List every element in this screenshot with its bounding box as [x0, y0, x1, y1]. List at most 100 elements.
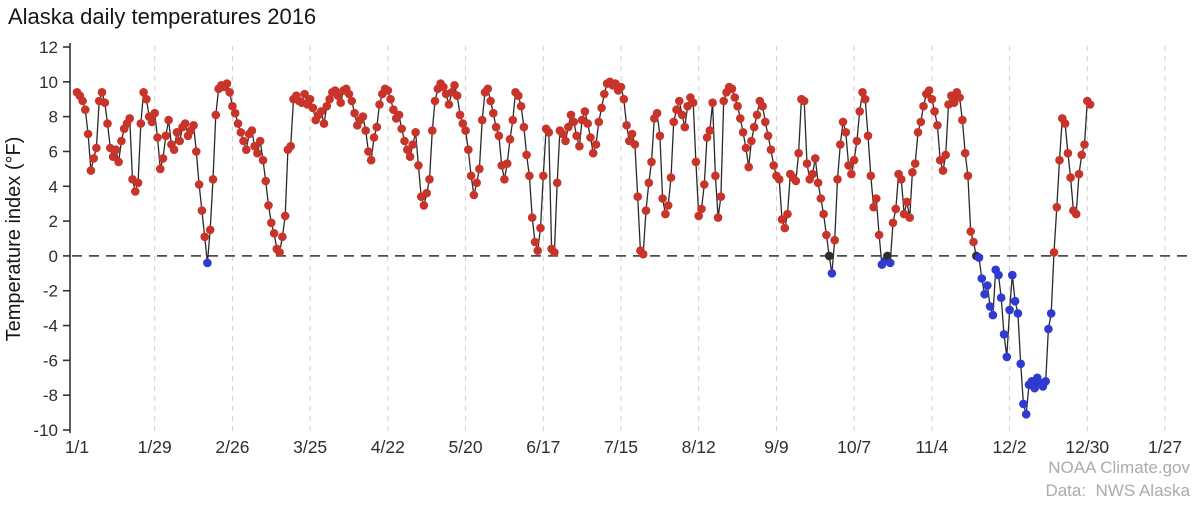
data-point [630, 140, 640, 149]
data-point [1021, 410, 1031, 419]
data-point [996, 293, 1006, 303]
y-tick-label: -2 [43, 282, 58, 301]
data-point [958, 115, 967, 125]
data-point [566, 110, 576, 120]
data-point [117, 136, 126, 146]
data-point [333, 91, 343, 100]
chart-title: Alaska daily temperatures 2016 [8, 4, 316, 29]
data-point [222, 79, 232, 88]
data-point [730, 93, 740, 102]
data-point [153, 133, 162, 142]
y-tick-label: -6 [43, 351, 58, 370]
data-point [677, 110, 687, 120]
data-point [544, 128, 554, 137]
data-point [428, 126, 437, 135]
data-point [736, 114, 745, 123]
data-point [841, 128, 851, 137]
data-point [591, 140, 601, 149]
y-axis: 12 10 8 6 4 2 0 -2 -4 -6 -8 -10 [33, 38, 71, 440]
data-point [977, 274, 987, 283]
data-point [694, 211, 703, 221]
x-tick-label: 1/29 [138, 437, 172, 457]
x-tick-label: 4/22 [371, 437, 405, 457]
data-point [897, 175, 906, 184]
data-point [403, 145, 412, 154]
data-point [175, 136, 184, 146]
data-point [647, 157, 656, 167]
data-point [763, 131, 773, 141]
data-point [561, 136, 570, 146]
data-point [933, 121, 942, 130]
data-point [1041, 377, 1050, 386]
data-point [147, 117, 157, 127]
data-point [286, 141, 296, 151]
data-point [872, 194, 881, 203]
data-point [680, 122, 690, 132]
data-point [1005, 305, 1014, 315]
data-point [583, 119, 592, 128]
data-point [652, 108, 662, 118]
data-point [1049, 248, 1059, 257]
attribution-credit: Data: NWS Alaska [1045, 481, 1190, 500]
data-point [852, 136, 862, 146]
data-point [969, 237, 978, 247]
data-point [597, 103, 606, 113]
data-point [111, 145, 121, 154]
data-point [661, 209, 670, 219]
data-point [136, 119, 146, 128]
data-point [275, 248, 284, 257]
data-point [361, 126, 371, 135]
data-point [1030, 383, 1039, 393]
data-point [938, 166, 948, 175]
data-point [150, 108, 159, 118]
data-point [758, 101, 767, 111]
data-point [205, 225, 215, 235]
data-point [988, 310, 998, 320]
data-point [616, 82, 626, 92]
data-point [558, 129, 567, 139]
data-point [194, 180, 204, 189]
y-tick-label: -8 [43, 386, 58, 405]
data-point [536, 223, 545, 233]
y-tick-label: -10 [33, 421, 58, 440]
data-point [1060, 119, 1070, 128]
data-point [564, 122, 573, 132]
data-point [874, 230, 884, 240]
data-point [744, 162, 753, 172]
data-point [156, 164, 165, 174]
data-point [158, 154, 168, 163]
y-tick-label: 10 [39, 73, 58, 92]
data-point [411, 128, 420, 137]
data-point [580, 107, 590, 116]
data-point [777, 215, 787, 224]
data-point [749, 122, 759, 132]
data-point [586, 133, 595, 142]
x-tick-label: 1/1 [65, 437, 89, 457]
x-tick-label: 7/15 [604, 437, 638, 457]
data-point [425, 175, 434, 184]
data-point [844, 161, 853, 170]
data-point [905, 213, 914, 222]
data-point [211, 110, 221, 120]
data-point [913, 128, 923, 137]
data-point [325, 94, 334, 104]
data-point [1066, 173, 1075, 182]
data-point [974, 253, 984, 262]
data-point [866, 171, 876, 181]
data-point [780, 223, 790, 233]
data-point [824, 251, 834, 261]
data-point [1085, 100, 1095, 109]
data-point [483, 84, 493, 94]
data-point [469, 190, 479, 200]
data-point [983, 281, 992, 290]
data-point [808, 169, 817, 179]
data-point [819, 209, 828, 219]
data-point [822, 230, 831, 240]
data-point [588, 148, 598, 158]
data-point [963, 171, 973, 181]
data-point [552, 178, 562, 188]
data-point [500, 175, 509, 184]
data-point [1044, 324, 1053, 334]
data-point [741, 143, 751, 153]
y-tick-label: -4 [43, 317, 58, 336]
